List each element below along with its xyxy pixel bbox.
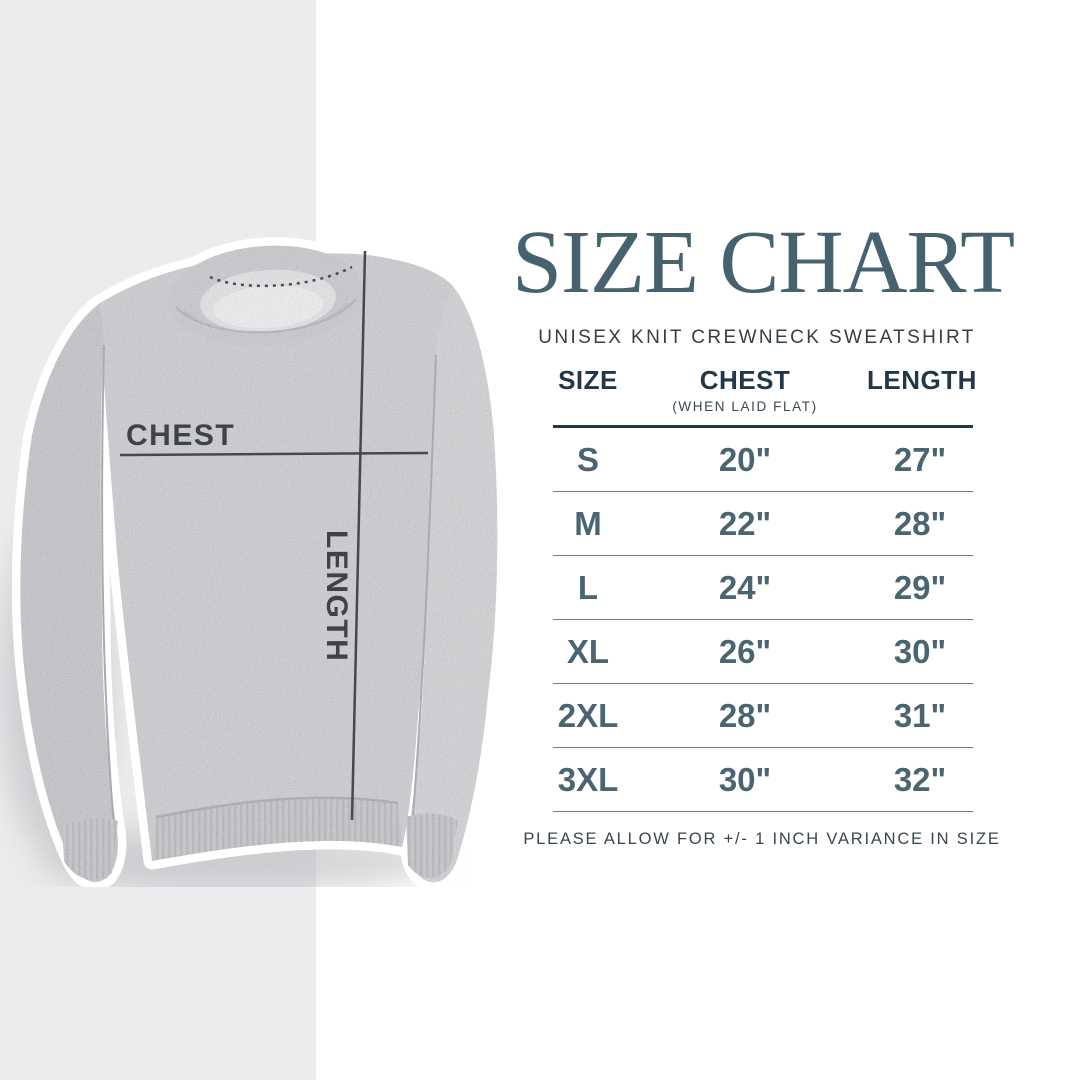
length-measure-label: LENGTH (320, 530, 353, 662)
cell-chest: 24" (718, 569, 772, 606)
table-row: 3XL 30" 32" (553, 748, 973, 812)
cell-size: S (576, 441, 599, 478)
cell-chest: 22" (718, 505, 772, 542)
garment-body (20, 245, 498, 883)
cell-size: XL (566, 633, 610, 670)
column-header-length: LENGTH (867, 365, 977, 395)
cell-length: 30" (893, 633, 947, 670)
variance-note: PLEASE ALLOW FOR +/- 1 INCH VARIANCE IN … (523, 830, 1001, 848)
chest-measure-line (119, 451, 429, 457)
chest-measure-label: CHEST (126, 419, 235, 452)
sweatshirt-svg: CHEST LENGTH (0, 237, 506, 894)
length-measure-line (350, 250, 367, 821)
size-table-header: SIZE CHEST (WHEN LAID FLAT) LENGTH (553, 362, 977, 428)
page-subtitle: UNISEX KNIT CREWNECK SWEATSHIRT (538, 327, 976, 348)
sweatshirt-illustration: CHEST LENGTH (0, 215, 506, 894)
cell-size: 2XL (557, 697, 619, 734)
size-table: SIZE CHEST (WHEN LAID FLAT) LENGTH S 20"… (553, 362, 977, 812)
table-row: L 24" 29" (553, 556, 973, 620)
cell-length: 29" (893, 569, 947, 606)
cell-chest: 30" (718, 761, 772, 798)
table-row: S 20" 27" (553, 428, 973, 492)
cell-length: 27" (893, 441, 947, 478)
cell-chest: 26" (718, 633, 772, 670)
measurement-guides: CHEST LENGTH (119, 250, 429, 821)
cell-length: 31" (893, 697, 947, 734)
cell-size: L (577, 569, 599, 606)
column-header-chest: CHEST (WHEN LAID FLAT) (623, 362, 867, 425)
collar-stitch-line (209, 265, 353, 288)
cell-length: 28" (893, 505, 947, 542)
chest-subnote: (WHEN LAID FLAT) (672, 399, 818, 414)
table-row: M 22" 28" (553, 492, 973, 556)
cell-chest: 28" (718, 697, 772, 734)
cell-size: M (574, 505, 602, 542)
cell-chest: 20" (718, 441, 772, 478)
page-title: SIZE CHART (511, 213, 1015, 312)
cell-length: 32" (893, 761, 947, 798)
table-row: 2XL 28" 31" (553, 684, 973, 748)
column-header-size: SIZE (558, 365, 618, 395)
cell-size: 3XL (557, 761, 619, 798)
column-header-chest-label: CHEST (699, 365, 791, 395)
table-row: XL 26" 30" (553, 620, 973, 684)
